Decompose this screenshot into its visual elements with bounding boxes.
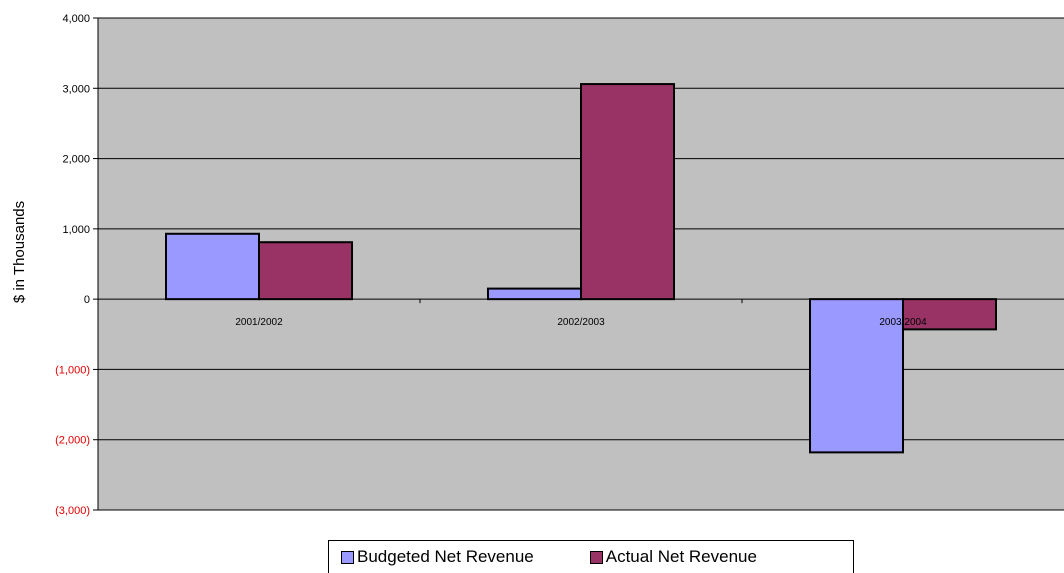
- bars: [165, 83, 997, 454]
- bar-budgeted: [487, 287, 582, 301]
- y-tick-label: 2,000: [62, 154, 90, 166]
- bar-actual: [258, 241, 353, 301]
- bar-actual: [902, 298, 997, 331]
- x-category-label: 2003/2004: [879, 317, 927, 328]
- x-category-label: 2002/2003: [557, 317, 605, 328]
- bar-budgeted: [165, 232, 260, 301]
- legend-item-actual: Actual Net Revenue: [589, 547, 757, 567]
- y-tick-label: 1,000: [62, 224, 90, 236]
- y-axis-label: $ in Thousands: [11, 201, 28, 303]
- y-tick-label: (1,000): [55, 364, 90, 376]
- y-tick-label: 3,000: [62, 83, 90, 95]
- y-tick-label: (2,000): [55, 435, 90, 447]
- category-labels: 2001/2002 2002/2003 2003/2004: [235, 317, 927, 328]
- y-tick-label: (3,000): [55, 505, 90, 517]
- legend-swatch-budgeted: [341, 550, 354, 564]
- bar-actual: [580, 83, 675, 301]
- legend-swatch-actual: [589, 550, 603, 564]
- x-category-label: 2001/2002: [235, 317, 283, 328]
- legend-item-budgeted: Budgeted Net Revenue: [341, 547, 534, 567]
- y-axis: 4,000 3,000 2,000 1,000 0 (1,000) (2,000) (3,00…: [55, 13, 1064, 517]
- y-tick-label: 4,000: [62, 13, 90, 25]
- bar-chart: 4,000 3,000 2,000 1,000 0 (1,000) (2,000) (3,00…: [11, 13, 1064, 517]
- legend-label-budgeted: Budgeted Net Revenue: [357, 547, 534, 566]
- bar-budgeted: [809, 298, 904, 454]
- y-tick-label: 0: [84, 294, 90, 306]
- legend-label-actual: Actual Net Revenue: [605, 547, 757, 566]
- legend: Budgeted Net Revenue Actual Net Revenue: [328, 540, 854, 573]
